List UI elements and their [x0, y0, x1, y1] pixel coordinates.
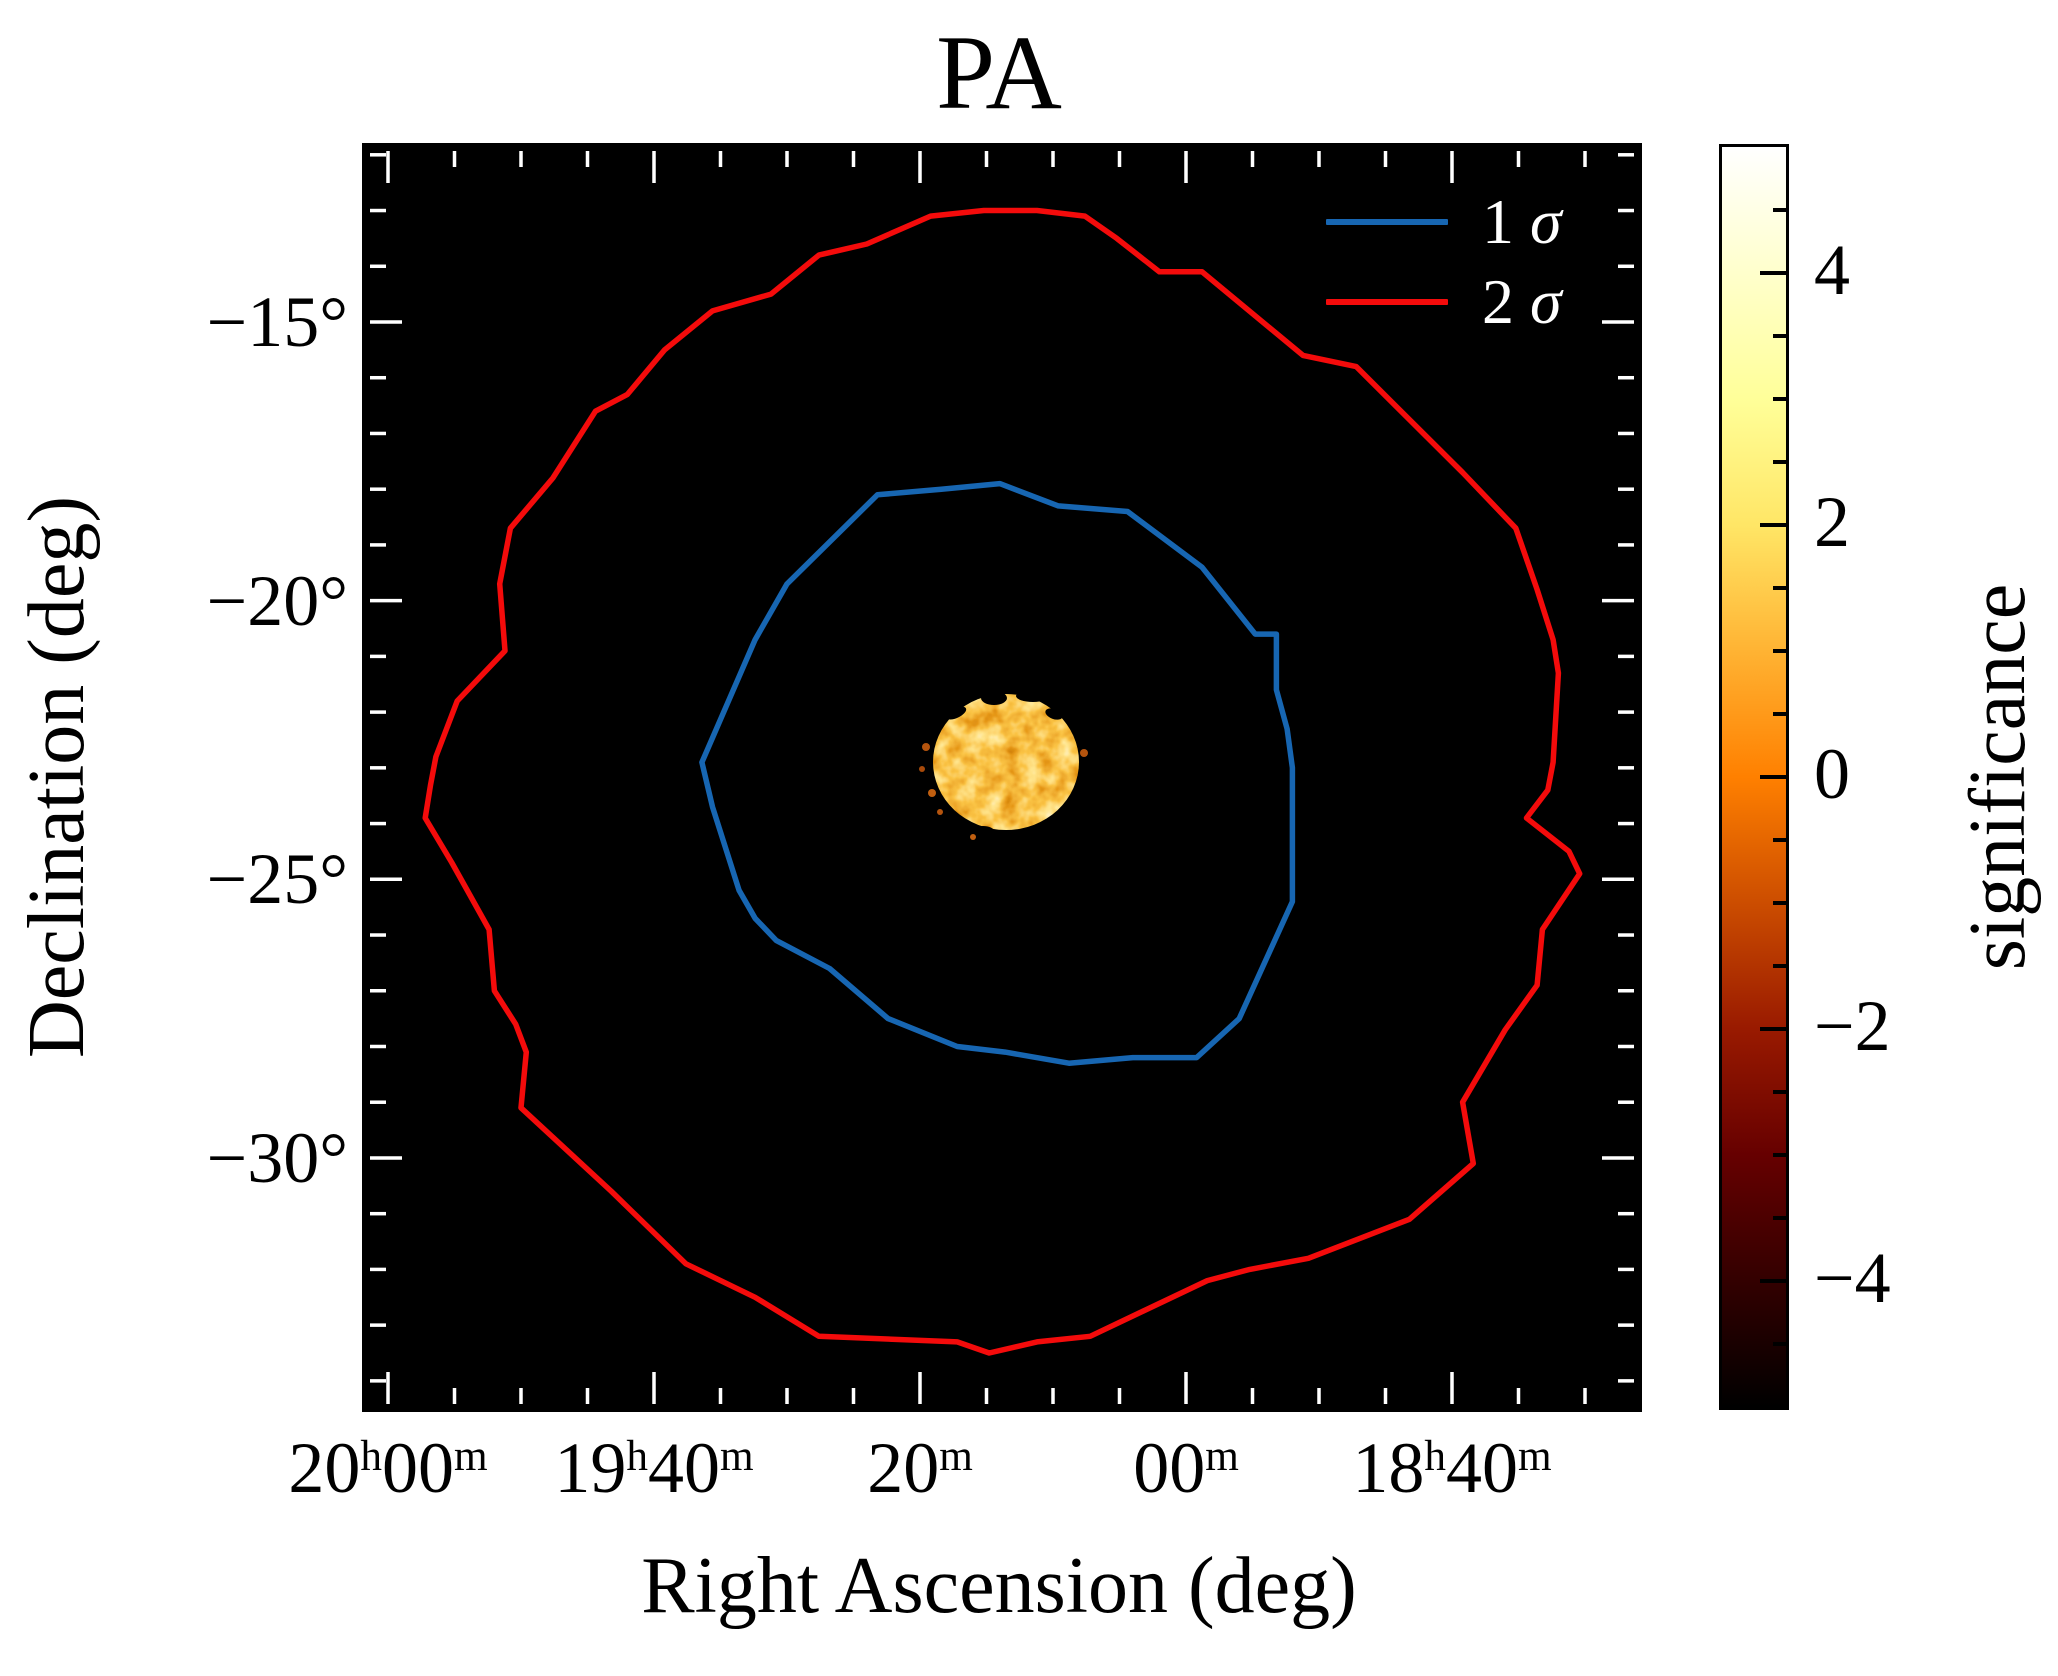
- legend-label-1sigma: 1: [1482, 186, 1530, 257]
- colorbar-minor-tick: [1773, 1216, 1786, 1220]
- plot-title: PA: [936, 14, 1062, 131]
- colorbar: [1719, 144, 1789, 1410]
- x-tick-label: 18h40m: [1352, 1428, 1552, 1508]
- colorbar-minor-tick: [1773, 460, 1786, 464]
- colorbar-minor-tick: [1773, 1342, 1786, 1346]
- colorbar-minor-tick: [1773, 901, 1786, 905]
- y-tick-label: −25°: [206, 839, 348, 920]
- colorbar-minor-tick: [1773, 208, 1786, 212]
- x-tick-label: 20h00m: [288, 1428, 488, 1508]
- y-tick-label: −20°: [206, 560, 348, 641]
- colorbar-minor-tick: [1773, 964, 1786, 968]
- colorbar-tick-label: −2: [1814, 986, 1891, 1066]
- colorbar-tick-label: 2: [1814, 482, 1850, 562]
- colorbar-minor-tick: [1773, 649, 1786, 653]
- legend: 1 σ 2 σ: [1326, 182, 1562, 342]
- colorbar-minor-tick: [1773, 586, 1786, 590]
- colorbar-tick: [1760, 271, 1786, 275]
- colorbar-tick: [1760, 1279, 1786, 1283]
- colorbar-minor-tick: [1773, 838, 1786, 842]
- colorbar-tick-label: −4: [1814, 1238, 1891, 1318]
- sigma-symbol: σ: [1530, 266, 1562, 337]
- plot-area: 1 σ 2 σ: [362, 143, 1642, 1412]
- legend-item-2sigma: 2 σ: [1326, 262, 1562, 342]
- colorbar-label: significance: [1954, 583, 2042, 971]
- colorbar-tick-label: 0: [1814, 734, 1850, 814]
- plot-canvas: [370, 151, 1634, 1404]
- legend-swatch-2sigma: [1326, 299, 1448, 305]
- x-tick-label: 20m: [867, 1428, 973, 1508]
- colorbar-minor-tick: [1773, 1153, 1786, 1157]
- contour-1sigma: [699, 480, 1296, 1066]
- colorbar-minor-tick: [1773, 1090, 1786, 1094]
- colorbar-minor-tick: [1773, 334, 1786, 338]
- x-tick-label: 00m: [1133, 1428, 1239, 1508]
- source-blob: [919, 690, 1088, 840]
- x-tick-label: 19h40m: [554, 1428, 754, 1508]
- colorbar-minor-tick: [1773, 397, 1786, 401]
- colorbar-tick: [1760, 523, 1786, 527]
- y-tick-label: −15°: [206, 282, 348, 362]
- colorbar-minor-tick: [1773, 712, 1786, 716]
- colorbar-tick: [1760, 775, 1786, 779]
- colorbar-tick: [1760, 1027, 1786, 1031]
- legend-swatch-1sigma: [1326, 219, 1448, 225]
- y-tick-label: −30°: [206, 1117, 348, 1198]
- legend-label-2sigma: 2: [1482, 266, 1530, 337]
- sigma-symbol: σ: [1530, 186, 1562, 257]
- colorbar-tick-label: 4: [1814, 230, 1850, 310]
- x-axis-label: Right Ascension (deg): [641, 1542, 1357, 1630]
- legend-item-1sigma: 1 σ: [1326, 182, 1562, 262]
- contour-2sigma: [422, 207, 1583, 1356]
- y-axis-label: Declination (deg): [13, 496, 101, 1058]
